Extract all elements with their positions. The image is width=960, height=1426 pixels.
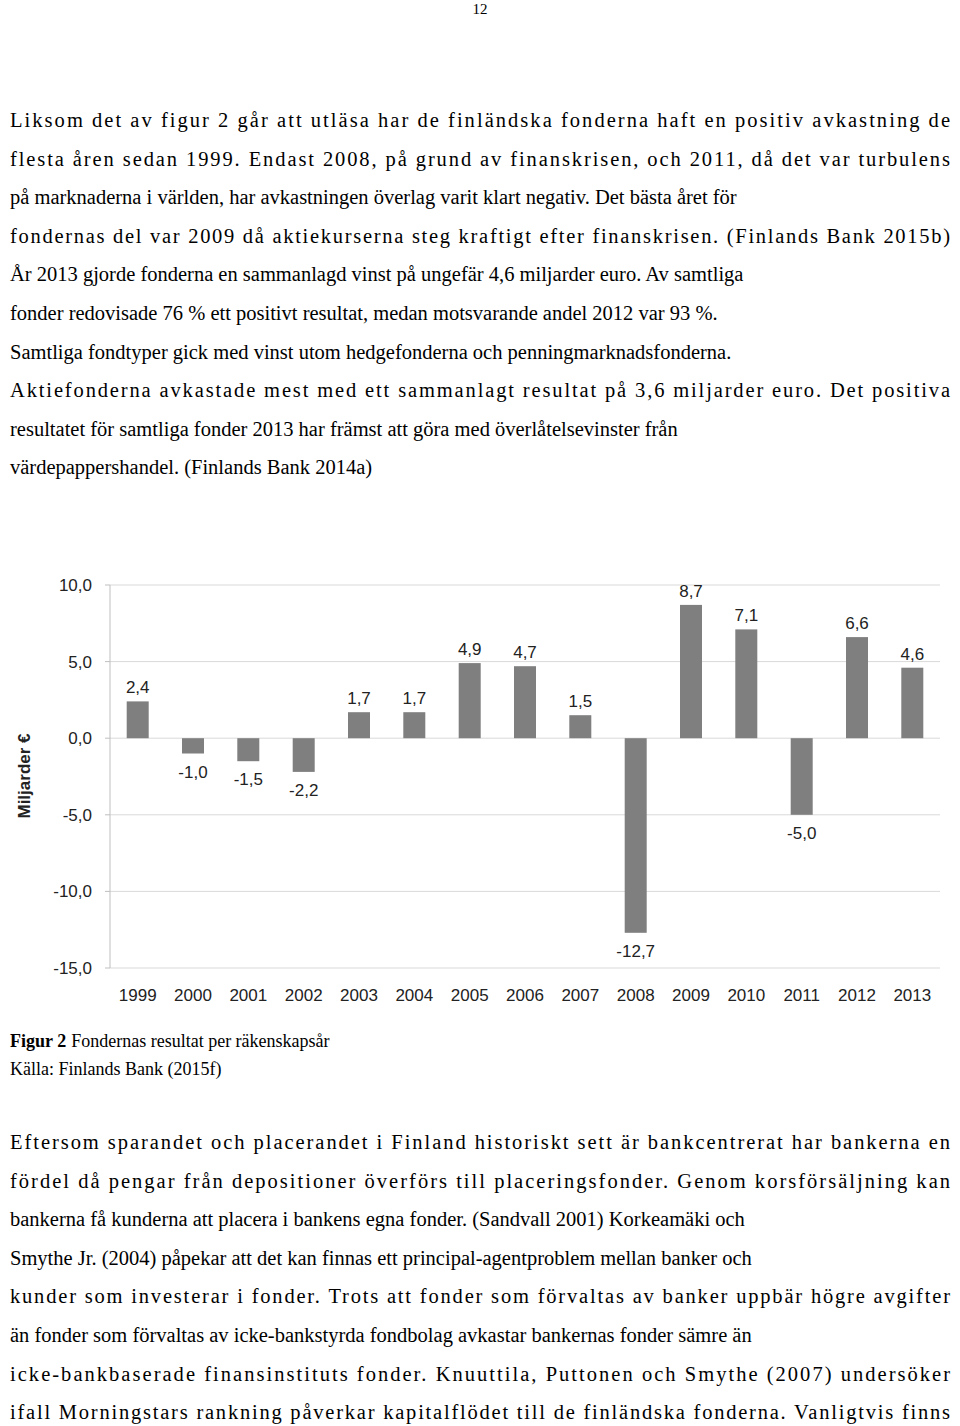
bar (569, 715, 591, 738)
bar (625, 738, 647, 933)
data-label: 7,1 (734, 606, 758, 625)
bar (459, 663, 481, 738)
tick-mark (105, 661, 110, 662)
page-number: 12 (473, 1, 488, 17)
category-label: 2011 (783, 986, 820, 1005)
caption: Figur 2Fondernas resultat per räkenskaps… (10, 1031, 330, 1051)
text-line: Liksom det av figur 2 går att utläsa har… (10, 109, 950, 132)
tick-mark (105, 891, 110, 892)
text-line: Eftersom sparandet och placerandet i Fin… (10, 1131, 950, 1154)
tick-label: -15,0 (53, 959, 92, 978)
bar (514, 666, 536, 738)
text-line: kunder som investerar i fonder. Trots at… (10, 1285, 950, 1308)
data-label: -5,0 (787, 824, 816, 843)
paragraph: Liksom det av figur 2 går att utläsa har… (10, 109, 950, 479)
y-ticks: -15,0 -10,0 -5,0 0,0 5,0 10,0 (53, 576, 110, 978)
category-label: 2012 (838, 986, 876, 1005)
category-label: 2001 (229, 986, 267, 1005)
category-label: 2000 (174, 986, 212, 1005)
bar (846, 637, 868, 738)
text-line: bankerna få kunderna att placera i banke… (10, 1208, 745, 1231)
data-label: -1,5 (234, 770, 263, 789)
bar (901, 668, 923, 739)
category-label: 2007 (561, 986, 599, 1005)
grid-line (110, 891, 940, 892)
y-axis (110, 585, 111, 968)
text-line: Samtliga fondtyper gick med vinst utom h… (10, 341, 731, 364)
category-label: 2003 (340, 986, 378, 1005)
bar (680, 605, 702, 738)
data-label: 1,5 (568, 692, 592, 711)
caption-label: Figur 2 (10, 1031, 66, 1051)
data-label: 1,7 (347, 689, 371, 708)
tick-mark (105, 814, 110, 815)
text-line: Aktiefonderna avkastade mest med ett sam… (10, 379, 950, 402)
paragraph: Eftersom sparandet och placerandet i Fin… (10, 1131, 950, 1424)
data-label: 8,7 (679, 582, 703, 601)
text-line: flesta åren sedan 1999. Endast 2008, på … (10, 148, 950, 171)
grid-line (110, 814, 940, 815)
text-line: fördel då pengar från depositioner överf… (10, 1170, 950, 1193)
text-line: fondernas del var 2009 då aktiekurserna … (10, 225, 950, 248)
tick-label: -5,0 (63, 806, 92, 825)
text-line: År 2013 gjorde fonderna en sammanlagd vi… (10, 263, 743, 286)
x-labels: 1999 2000 2001 2002 2003 2004 2005 2006 2007 2008… (119, 986, 931, 1005)
tick-label: 0,0 (68, 729, 92, 748)
caption-source: Källa: Finlands Bank (2015f) (10, 1059, 221, 1080)
text-line: på marknaderna i världen, har avkastning… (10, 186, 737, 209)
grid-line (110, 968, 940, 969)
data-label: 4,6 (900, 645, 924, 664)
category-label: 1999 (119, 986, 157, 1005)
category-label: 2004 (395, 986, 433, 1005)
text-line: än fonder som förvaltas av icke-bankstyr… (10, 1324, 752, 1347)
category-label: 2002 (285, 986, 323, 1005)
bar (182, 738, 204, 753)
bar (735, 629, 757, 738)
chart: -15,0 -10,0 -5,0 0,0 5,0 10,0 2,4 -1,0 -1,5 -2,2 1… (15, 576, 940, 1005)
data-label: -1,0 (178, 763, 207, 782)
bar (403, 712, 425, 738)
category-label: 2009 (672, 986, 710, 1005)
data-labels: 2,4 -1,0 -1,5 -2,2 1,7 1,7 4,9 4,7 1,5 -12,7 8,7 7,… (126, 582, 924, 961)
bar (348, 712, 370, 738)
y-axis-title: Miljarder € (15, 733, 34, 819)
text-line: fonder redovisade 76 % ett positivt resu… (10, 302, 718, 325)
data-label: 2,4 (126, 678, 150, 697)
text-line: ifall Morningstars rankning påverkar kap… (10, 1401, 950, 1424)
category-label: 2005 (451, 986, 489, 1005)
category-label: 2008 (617, 986, 655, 1005)
grid-line (110, 585, 940, 586)
bar (791, 738, 813, 815)
tick-label: -10,0 (53, 882, 92, 901)
category-label: 2013 (893, 986, 931, 1005)
bar (293, 738, 315, 772)
tick-label: 10,0 (59, 576, 92, 595)
caption-text: Fondernas resultat per räkenskapsår (71, 1031, 329, 1051)
page: { "page_number": "12", "paragraphs_befor… (0, 0, 960, 1426)
category-label: 2006 (506, 986, 544, 1005)
tick-label: 5,0 (68, 653, 92, 672)
text-line: värdepappershandel. (Finlands Bank 2014a… (10, 456, 372, 479)
tick-mark (105, 968, 110, 969)
text-line: icke-bankbaserade finansinstituts fonder… (10, 1363, 950, 1386)
page-canvas: 12 Liksom det av figur 2 går att utläsa h… (0, 0, 960, 1426)
category-label: 2010 (727, 986, 765, 1005)
data-label: -2,2 (289, 781, 318, 800)
bars (127, 605, 924, 933)
grid (110, 585, 940, 968)
data-label: 4,9 (458, 640, 482, 659)
tick-mark (105, 738, 110, 739)
data-label: -12,7 (616, 942, 655, 961)
data-label: 6,6 (845, 614, 869, 633)
text-line: resultatet för samtliga fonder 2013 har … (10, 418, 678, 441)
bar (127, 701, 149, 738)
tick-mark (105, 585, 110, 586)
data-label: 4,7 (513, 643, 537, 662)
text-line: Smythe Jr. (2004) påpekar att det kan fi… (10, 1247, 752, 1270)
data-label: 1,7 (402, 689, 426, 708)
bar (237, 738, 259, 761)
